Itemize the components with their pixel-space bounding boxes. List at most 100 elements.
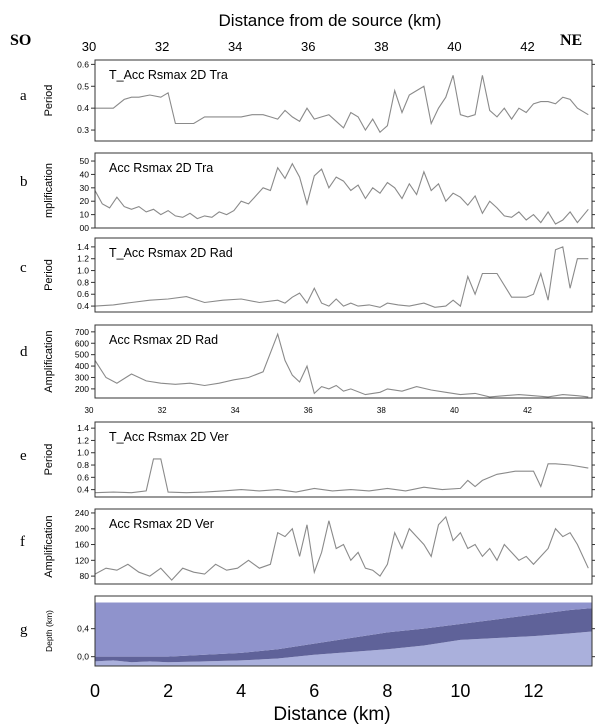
series-line-f [94, 515, 589, 581]
y-tick-label: 0.6 [77, 472, 89, 482]
top-tick-label: 34 [228, 39, 242, 54]
y-axis-label: Amplification [43, 515, 55, 577]
panel-b: b Acc Rsmax 2D Tra 50 40 30 20 10 00 mplificatio… [20, 152, 595, 233]
left-corner-label: SO [10, 32, 31, 49]
middle-tick-labels: 30 32 34 36 38 40 42 [85, 406, 533, 415]
panel-c: c T_Acc Rsmax 2D Rad 1.4 1.2 1.00.8 0.6 0.4 Per… [20, 237, 595, 313]
plot-frame [94, 152, 593, 229]
y-tick-label: 0.6 [77, 289, 89, 299]
y-tick-label: 0.4 [77, 103, 89, 113]
y-tick-label: 00 [80, 223, 90, 233]
series-line-c [94, 246, 589, 308]
y-axis-label: Period [43, 444, 55, 476]
top-tick-label: 38 [374, 39, 388, 54]
panel-title: Acc Rsmax 2D Ver [109, 517, 214, 531]
panel-f: f Acc Rsmax 2D Ver 240 200 160 120 80 Amplifica… [20, 508, 595, 585]
bottom-tick-label: 10 [450, 681, 470, 701]
middle-tick-label: 30 [85, 406, 94, 415]
y-tick-label: 1.4 [77, 242, 89, 252]
panel-title: T_Acc Rsmax 2D Rad [109, 246, 233, 260]
y-tick-label: 10 [80, 210, 90, 220]
series-line-e [94, 458, 589, 494]
bottom-tick-labels: 0 2 4 6 8 10 12 [90, 681, 544, 701]
y-tick-label: 20 [80, 196, 90, 206]
bottom-tick-label: 6 [309, 681, 319, 701]
y-tick-label: 500 [75, 350, 89, 360]
series-line-a [95, 75, 589, 134]
y-tick-label: 0.5 [77, 81, 89, 91]
right-corner-label: NE [560, 32, 582, 49]
panel-letter: a [20, 88, 27, 104]
y-tick-label: 1.2 [77, 254, 89, 264]
y-tick-label: 240 [75, 508, 89, 518]
top-axis-title: Distance from de source (km) [219, 11, 442, 30]
bottom-tick-label: 4 [236, 681, 246, 701]
plot-frame [94, 508, 593, 585]
middle-tick-label: 34 [231, 406, 240, 415]
series-line-b [94, 162, 589, 225]
y-axis-label: Period [43, 85, 55, 117]
y-tick-label: 0.3 [77, 125, 89, 135]
y-tick-label: 80 [80, 571, 90, 581]
panel-title: Acc Rsmax 2D Rad [109, 333, 218, 347]
y-tick-label: 160 [75, 540, 89, 550]
middle-tick-label: 36 [304, 406, 313, 415]
y-tick-label: 0.4 [77, 485, 89, 495]
bottom-tick-label: 12 [524, 681, 544, 701]
panel-title: Acc Rsmax 2D Tra [109, 161, 213, 175]
series-line-d [94, 332, 589, 398]
y-tick-label: 0.6 [77, 59, 89, 69]
y-tick-label: 50 [80, 156, 90, 166]
y-tick-label: 1.0 [77, 448, 89, 458]
top-tick-label: 32 [155, 39, 169, 54]
panel-letter: g [20, 622, 28, 638]
middle-tick-label: 32 [158, 406, 167, 415]
top-tick-label: 36 [301, 39, 315, 54]
bottom-tick-label: 2 [163, 681, 173, 701]
middle-tick-label: 40 [450, 406, 459, 415]
y-axis-label: Period [43, 259, 55, 291]
top-tick-label: 40 [447, 39, 461, 54]
panel-g: g 0,0 0,4 Depth (km) [20, 595, 595, 667]
middle-layer-fill [95, 602, 592, 657]
panel-e: e T_Acc Rsmax 2D Ver 1.4 1.2 1.0 0.8 0.6 0.4 Per… [20, 421, 595, 498]
y-tick-label: 700 [75, 327, 89, 337]
chart-panels: a T_Acc Rsmax 2D Tra 0.6 0.5 0.4 0.3 Period b Ac… [20, 59, 595, 667]
panel-letter: c [20, 260, 27, 276]
y-tick-label: 0.4 [77, 301, 89, 311]
panel-letter: e [20, 448, 27, 464]
y-tick-label: 600 [75, 338, 89, 348]
y-tick-label: 200 [75, 384, 89, 394]
y-tick-label: 40 [80, 169, 90, 179]
y-axis-label: Depth (km) [44, 610, 54, 652]
plot-frame [94, 421, 593, 498]
y-tick-label: 400 [75, 361, 89, 371]
panel-title: T_Acc Rsmax 2D Tra [109, 68, 228, 82]
y-axis-label: mplification [43, 163, 55, 218]
middle-tick-label: 42 [523, 406, 532, 415]
bottom-axis-title: Distance (km) [273, 704, 390, 725]
middle-tick-label: 38 [377, 406, 386, 415]
y-tick-label: 300 [75, 372, 89, 382]
y-tick-label: 0.8 [77, 460, 89, 470]
y-tick-label: 120 [75, 555, 89, 565]
top-tick-labels: 30 32 34 36 38 40 42 [82, 39, 535, 54]
y-tick-label: 0.8 [77, 277, 89, 287]
plot-frame [94, 237, 593, 313]
bottom-tick-label: 8 [382, 681, 392, 701]
panel-letter: d [20, 344, 28, 360]
top-tick-label: 42 [520, 39, 534, 54]
plot-frame [94, 59, 593, 142]
lower-layer-fill [95, 631, 592, 666]
y-tick-label: 200 [75, 524, 89, 534]
depth-layers [95, 596, 592, 666]
top-tick-label: 30 [82, 39, 96, 54]
plot-frame [94, 324, 593, 399]
panel-a: a T_Acc Rsmax 2D Tra 0.6 0.5 0.4 0.3 Period [20, 59, 595, 142]
plot-frame [94, 595, 593, 667]
panel-letter: f [20, 534, 25, 550]
upper-layer-fill [95, 608, 592, 663]
bottom-tick-label: 0 [90, 681, 100, 701]
